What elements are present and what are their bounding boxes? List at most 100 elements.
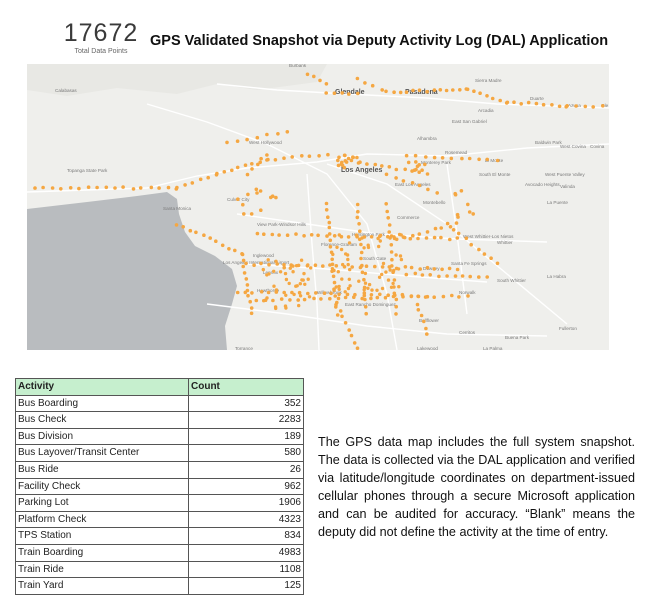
gps-point (306, 277, 310, 281)
gps-point (288, 298, 292, 302)
gps-point (175, 185, 179, 190)
gps-point (319, 297, 323, 301)
gps-point (399, 257, 404, 262)
gps-point (451, 88, 455, 92)
map-label-topanga: Topanga State Park (67, 168, 108, 173)
gps-point (363, 81, 367, 85)
gps-point (325, 234, 329, 238)
gps-point (392, 268, 396, 273)
map-canvas[interactable]: Calabasas Burbank Glendale Pasadena Sierra M… (27, 64, 609, 350)
map-label-santa-fe: Santa Fe Springs (451, 261, 487, 266)
gps-point (236, 197, 240, 201)
gps-point (343, 153, 347, 158)
gps-point (327, 225, 332, 230)
activity-cell: Bus Boarding (15, 394, 189, 413)
gps-point (467, 210, 472, 214)
gps-point (355, 202, 360, 207)
gps-point (362, 277, 366, 282)
gps-point (230, 168, 234, 173)
gps-point (241, 264, 245, 269)
gps-point (282, 266, 286, 270)
gps-point (338, 309, 343, 313)
gps-point (418, 267, 423, 271)
gps-points (33, 72, 605, 350)
gps-point (583, 104, 588, 109)
gps-point (394, 253, 398, 257)
gps-point (348, 284, 352, 288)
gps-point (403, 265, 408, 269)
gps-point (366, 286, 370, 290)
gps-point (454, 221, 459, 225)
gps-point (477, 157, 481, 162)
gps-point (244, 261, 248, 266)
gps-point (394, 176, 398, 180)
gps-point (398, 90, 403, 95)
gps-map[interactable]: Calabasas Burbank Glendale Pasadena Sierra M… (27, 64, 609, 350)
gps-point (355, 346, 360, 350)
gps-point (388, 268, 392, 272)
gps-point (157, 186, 161, 190)
gps-point (380, 272, 384, 277)
gps-point (411, 88, 415, 93)
gps-point (457, 295, 461, 299)
gps-point (414, 167, 418, 172)
gps-point (327, 220, 332, 225)
gps-point (409, 294, 414, 299)
gps-point (416, 236, 420, 241)
gps-point (336, 158, 340, 163)
gps-point (373, 162, 378, 167)
count-cell: 834 (188, 527, 304, 545)
gps-point (417, 163, 422, 167)
gps-point (332, 234, 337, 238)
gps-point (336, 270, 340, 274)
gps-point (283, 271, 288, 276)
gps-point (408, 236, 413, 241)
gps-point (471, 212, 476, 216)
gps-point (351, 155, 356, 160)
gps-point (464, 236, 469, 241)
gps-point (455, 267, 460, 272)
map-label-glendale: Glendale (335, 89, 365, 96)
gps-point (138, 186, 143, 190)
gps-point (355, 215, 360, 220)
gps-point (307, 154, 312, 158)
gps-point (404, 153, 409, 158)
gps-point (356, 161, 361, 165)
gps-point (381, 261, 386, 266)
gps-point (301, 278, 305, 282)
activity-cell: TPS Station (15, 527, 189, 545)
gps-point (453, 274, 458, 278)
gps-point (299, 258, 304, 262)
gps-point (265, 132, 269, 137)
map-label-fullerton: Fullerton (559, 326, 577, 331)
gps-point (403, 167, 408, 172)
gps-point (294, 284, 298, 288)
gps-point (332, 288, 336, 292)
gps-point (466, 202, 470, 207)
gps-point (250, 291, 254, 295)
map-label-east-rancho: East Rancho Dominguez (345, 302, 397, 307)
gps-point (307, 295, 312, 299)
count-cell: 352 (188, 394, 304, 413)
gps-point (455, 236, 460, 240)
gps-point (235, 139, 240, 143)
gps-point (387, 230, 392, 234)
gps-point (245, 172, 250, 177)
table-body: Bus Boarding 352 Bus Check 2283 Bus Division… (15, 394, 304, 595)
gps-point (334, 285, 338, 289)
gps-point (425, 89, 429, 94)
gps-point (50, 186, 55, 190)
gps-point (364, 264, 369, 268)
gps-point (309, 266, 313, 270)
gps-point (248, 299, 252, 304)
gps-point (383, 295, 388, 300)
map-label-west-hollywood: West Hollywood (249, 140, 282, 145)
gps-point (498, 98, 503, 103)
gps-point (432, 88, 437, 92)
gps-point (416, 294, 420, 299)
gps-point (255, 231, 260, 236)
gps-point (174, 223, 179, 227)
map-label-cerritos: Cerritos (459, 330, 476, 335)
gps-point (477, 247, 481, 252)
table-row: Train Ride 1108 (15, 560, 304, 579)
